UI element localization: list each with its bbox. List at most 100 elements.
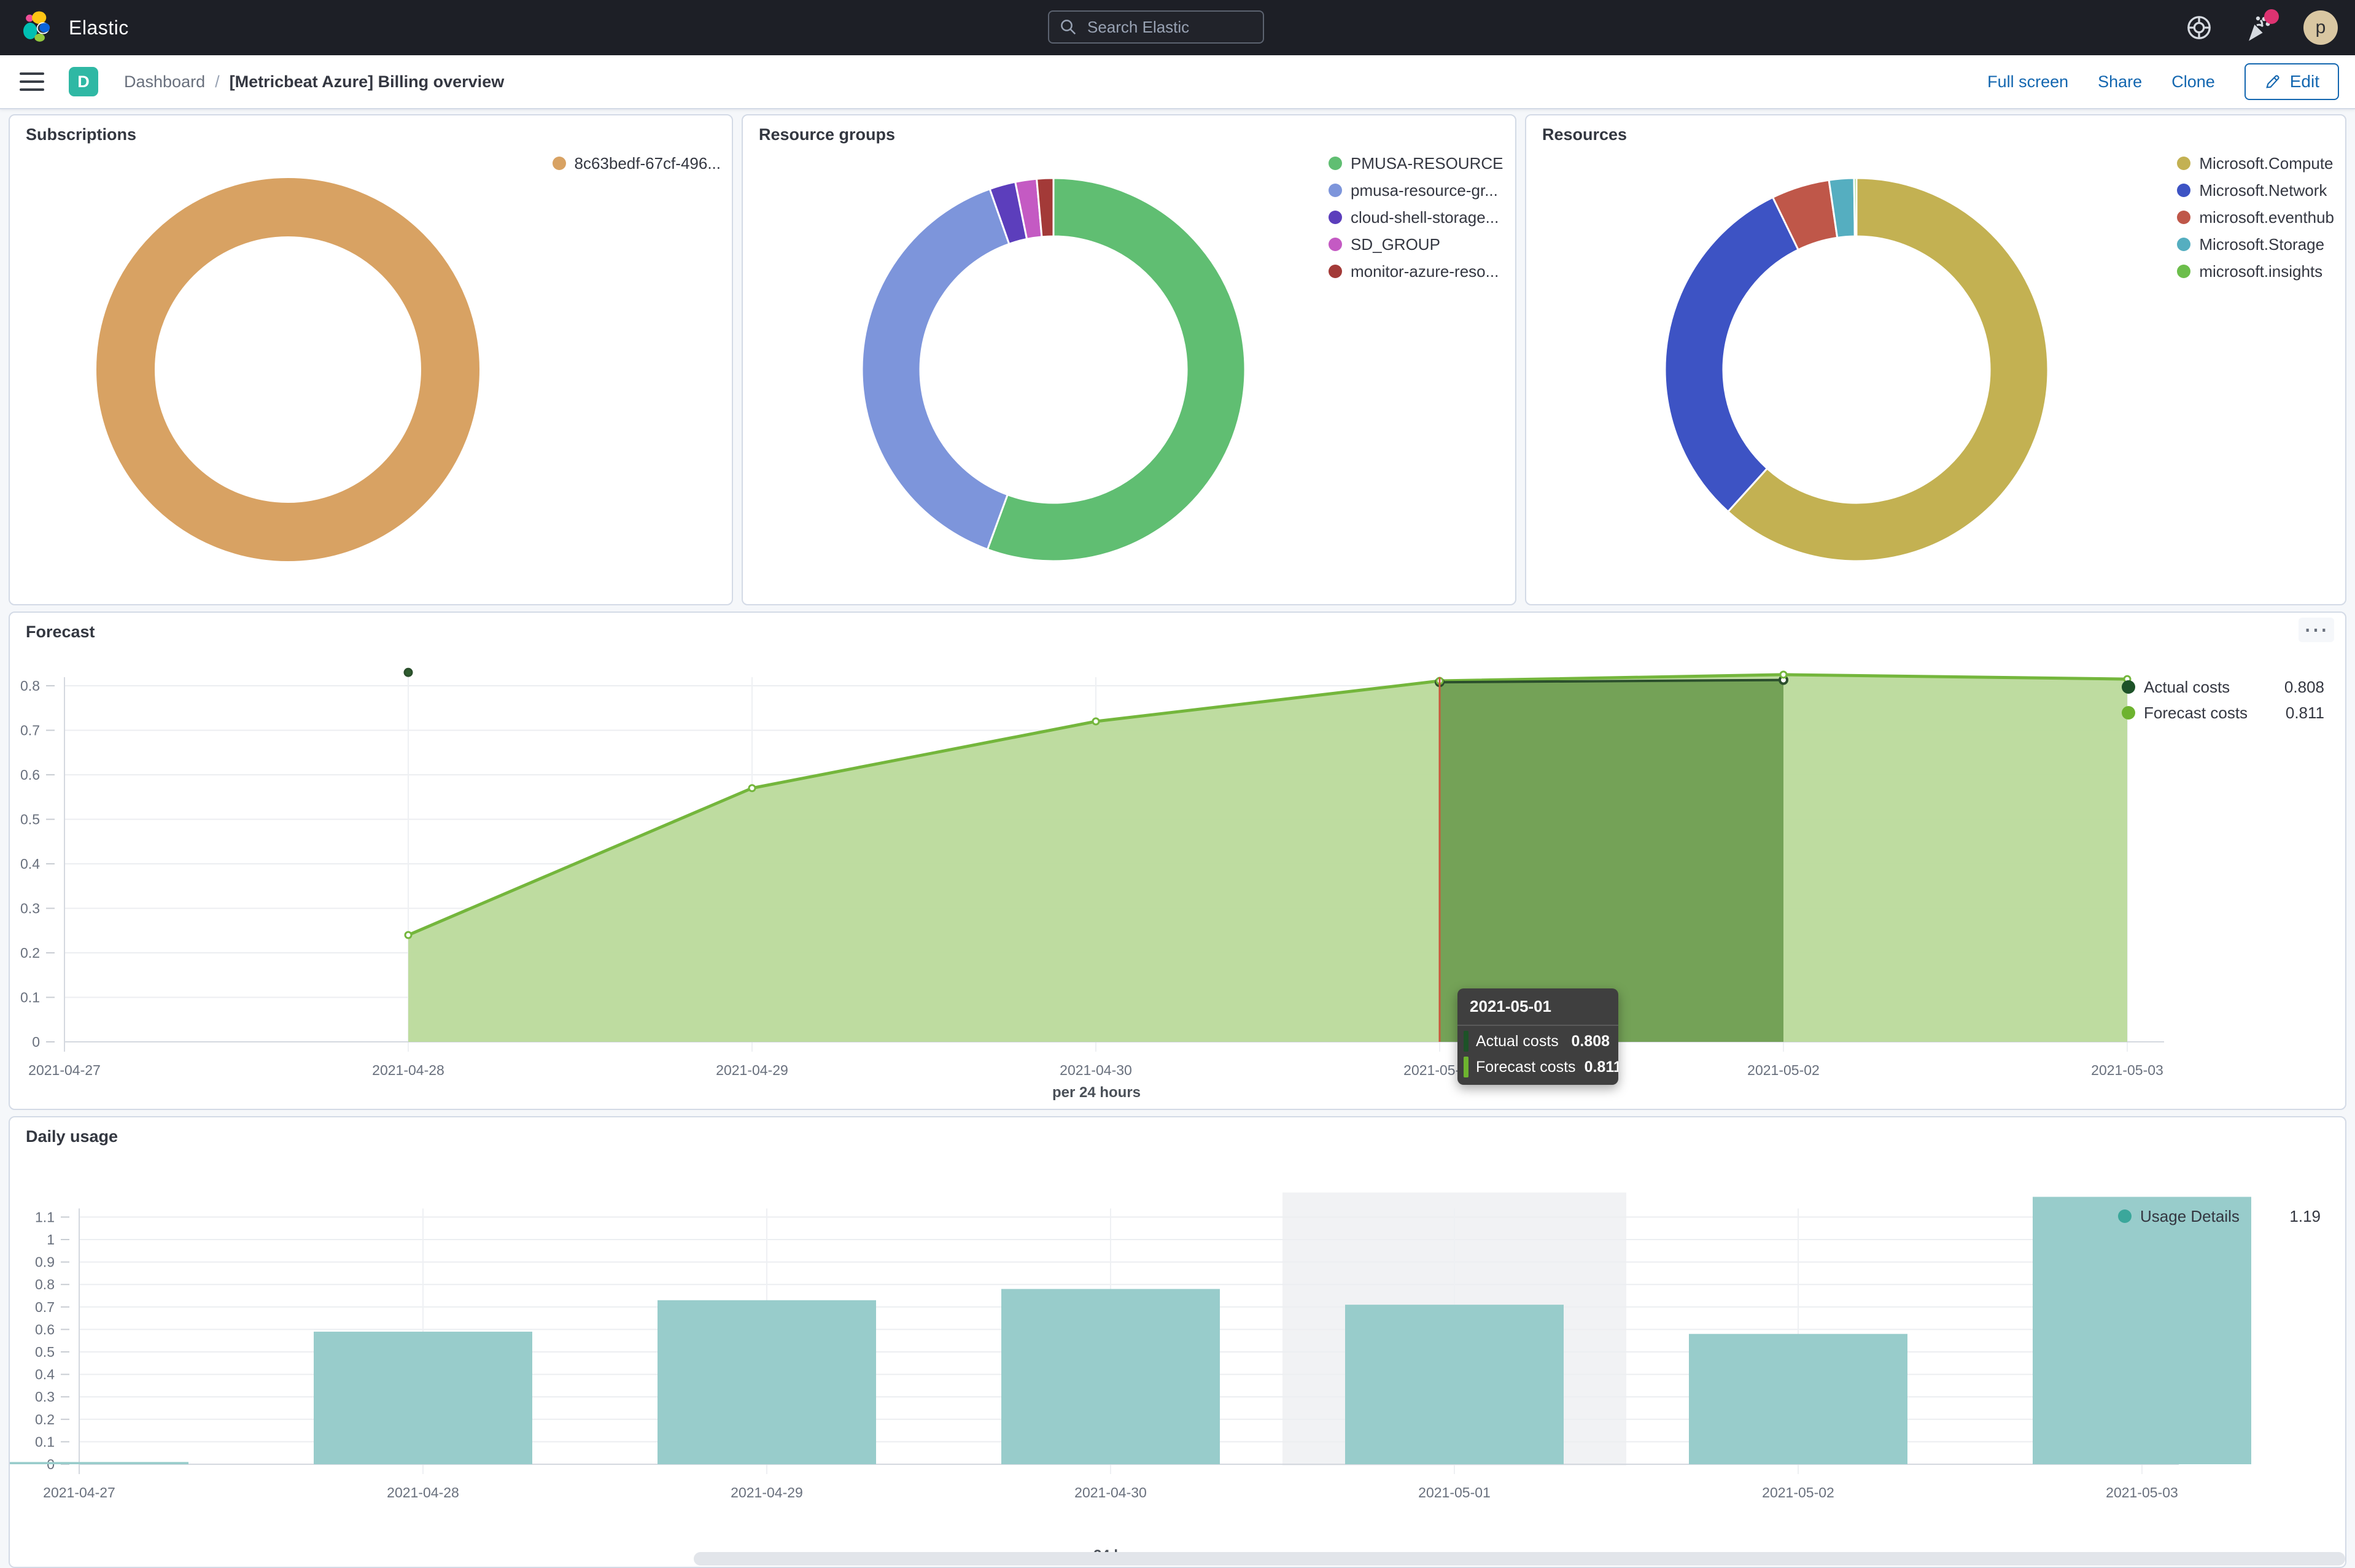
panel-forecast: Forecast ⋯ 0 0.1 0.2 0.3 0.4 0.5 0.6 0.7 0.8 2021… — [9, 611, 2346, 1110]
forecast-line — [408, 673, 2128, 937]
legend-dot-icon — [2122, 706, 2135, 720]
legend-item[interactable]: Microsoft.Storage — [2177, 231, 2334, 258]
legend-item[interactable]: Actual costs 0.808 — [2122, 674, 2324, 700]
legend-item[interactable]: monitor-azure-reso... — [1329, 258, 1504, 285]
y-tick-label: 0.5 — [35, 1344, 55, 1360]
legend-item[interactable]: PMUSA-RESOURCE... — [1329, 150, 1504, 177]
panel-title: Daily usage — [26, 1127, 118, 1146]
panel-options-icon[interactable]: ⋯ — [2299, 618, 2334, 642]
legend-item[interactable]: 8c63bedf-67cf-496... — [552, 150, 721, 177]
daily-usage-legend: Usage Details 1.19 — [2118, 1203, 2321, 1229]
usage-bar — [10, 1462, 188, 1464]
x-tick-label: 2021-05-03 — [2106, 1485, 2178, 1500]
breadcrumb: Dashboard / [Metricbeat Azure] Billing o… — [124, 72, 504, 91]
donut-slice — [861, 188, 1011, 551]
search-input[interactable] — [1086, 17, 1253, 37]
resources-donut-chart[interactable] — [1526, 115, 2345, 604]
help-icon[interactable] — [2183, 12, 2215, 44]
page-title: [Metricbeat Azure] Billing overview — [229, 72, 505, 91]
legend-label: Microsoft.Storage — [2199, 235, 2325, 254]
top-header: Elastic — [0, 0, 2355, 55]
panel-title: Resource groups — [759, 125, 896, 144]
y-tick-label: 0.3 — [20, 901, 40, 917]
donut-slice — [96, 178, 479, 561]
tooltip-series-label: Actual costs — [1476, 1032, 1559, 1050]
forecast-area-chart[interactable]: 0 0.1 0.2 0.3 0.4 0.5 0.6 0.7 0.8 2021-04-27 2021-… — [10, 613, 2345, 1109]
forecast-point — [1779, 670, 1788, 679]
x-tick-label: 2021-04-29 — [716, 1062, 788, 1078]
forecast-point — [404, 931, 413, 939]
elastic-logo-icon[interactable] — [20, 10, 55, 45]
x-tick-label: 2021-05-02 — [1747, 1062, 1820, 1078]
newsfeed-icon[interactable] — [2243, 9, 2279, 44]
legend-dot-icon — [2177, 211, 2191, 224]
subscriptions-legend: 8c63bedf-67cf-496... — [552, 150, 721, 177]
legend-value: 0.808 — [2284, 677, 2324, 696]
y-tick-label: 0.7 — [35, 1299, 55, 1315]
y-tick-label: 0.4 — [35, 1367, 55, 1383]
subscriptions-donut-chart[interactable] — [10, 115, 732, 604]
y-tick-label: 0.2 — [35, 1411, 55, 1427]
resource-groups-donut-chart[interactable] — [743, 115, 1515, 604]
tooltip-row: Actual costs 0.808 — [1464, 1031, 1610, 1052]
x-tick-label: 2021-05-03 — [2091, 1062, 2163, 1078]
daily-usage-bar-chart[interactable]: 00.10.20.30.40.50.60.70.80.911.12021-04-… — [10, 1117, 2345, 1567]
legend-item[interactable]: Microsoft.Compute — [2177, 150, 2334, 177]
donut-slice — [1727, 177, 2049, 562]
tooltip-row: Forecast costs 0.811 — [1464, 1057, 1618, 1077]
clone-button[interactable]: Clone — [2171, 72, 2215, 91]
legend-item[interactable]: cloud-shell-storage... — [1329, 204, 1504, 231]
horizontal-scrollbar[interactable] — [694, 1552, 2345, 1566]
usage-bar — [1001, 1289, 1220, 1464]
legend-dot-icon — [2177, 265, 2191, 278]
legend-label: monitor-azure-reso... — [1351, 262, 1499, 281]
x-tick-label: 2021-04-30 — [1074, 1485, 1147, 1500]
breadcrumb-dashboard[interactable]: Dashboard — [124, 72, 206, 91]
legend-item[interactable]: microsoft.eventhub — [2177, 204, 2334, 231]
tooltip-series-color — [1464, 1057, 1468, 1077]
legend-label: pmusa-resource-gr... — [1351, 180, 1498, 200]
donut-slice — [1036, 177, 1055, 238]
x-tick-label: 2021-04-30 — [1060, 1062, 1132, 1078]
legend-value: 1.19 — [2289, 1206, 2321, 1225]
legend-label: Microsoft.Network — [2199, 180, 2327, 200]
y-tick-label: 0.1 — [20, 990, 40, 1006]
full-screen-button[interactable]: Full screen — [1987, 72, 2069, 91]
legend-item[interactable]: pmusa-resource-gr... — [1329, 177, 1504, 204]
legend-item[interactable]: Microsoft.Network — [2177, 177, 2334, 204]
space-badge[interactable]: D — [69, 67, 98, 96]
y-tick-label: 0.6 — [35, 1321, 55, 1337]
x-tick-label: 2021-04-28 — [387, 1485, 459, 1500]
legend-item[interactable]: Usage Details 1.19 — [2118, 1203, 2321, 1229]
legend-label: microsoft.insights — [2199, 262, 2323, 281]
y-tick-label: 0.6 — [20, 767, 40, 783]
y-tick-label: 1 — [47, 1232, 55, 1248]
legend-dot-icon — [2177, 184, 2191, 197]
legend-item[interactable]: Forecast costs 0.811 — [2122, 700, 2324, 726]
legend-label: Actual costs — [2144, 677, 2230, 696]
y-tick-label: 0.2 — [20, 945, 40, 961]
legend-item[interactable]: microsoft.insights — [2177, 258, 2334, 285]
menu-icon[interactable] — [20, 72, 44, 91]
notification-badge — [2264, 9, 2279, 24]
legend-dot-icon — [2122, 680, 2135, 694]
usage-bar — [314, 1332, 532, 1464]
edit-button[interactable]: Edit — [2244, 63, 2339, 100]
y-tick-label: 0.4 — [20, 856, 40, 872]
share-button[interactable]: Share — [2098, 72, 2143, 91]
forecast-legend: Actual costs 0.808 Forecast costs 0.811 — [2122, 674, 2324, 726]
x-tick-label: 2021-05-02 — [1762, 1485, 1834, 1500]
y-tick-label: 0.7 — [20, 723, 40, 739]
actual-area — [1440, 680, 1783, 1042]
global-search[interactable] — [1048, 10, 1264, 44]
search-icon — [1059, 18, 1077, 36]
breadcrumb-separator: / — [215, 72, 220, 91]
legend-item[interactable]: SD_GROUP — [1329, 231, 1504, 258]
legend-label: 8c63bedf-67cf-496... — [574, 153, 721, 173]
usage-bar — [1345, 1305, 1564, 1464]
donut-slice — [1853, 177, 1858, 238]
avatar[interactable]: p — [2303, 10, 2338, 45]
panel-title: Subscriptions — [26, 125, 137, 144]
brand-name: Elastic — [69, 16, 129, 39]
legend-dot-icon — [1329, 211, 1342, 224]
